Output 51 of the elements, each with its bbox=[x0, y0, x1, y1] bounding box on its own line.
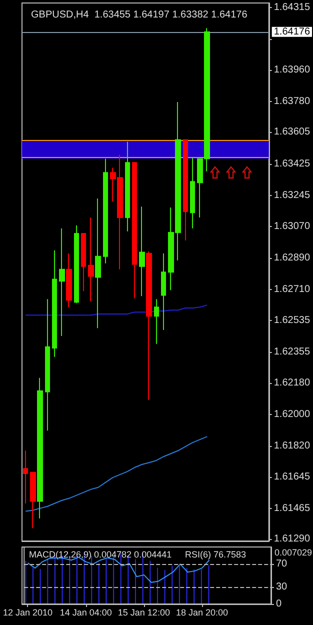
line-series bbox=[25, 436, 208, 512]
y-tick-label: 1.63425 bbox=[274, 158, 310, 170]
y-tick-label: 70 bbox=[276, 558, 288, 570]
y-tick-label: 1.62710 bbox=[274, 284, 310, 296]
candlestick bbox=[190, 157, 195, 229]
y-tick-label: 1.61645 bbox=[274, 471, 310, 482]
y-tick-label: 1.62890 bbox=[274, 252, 310, 264]
y-tick-label: 1.62180 bbox=[274, 377, 310, 388]
candlestick bbox=[45, 298, 50, 432]
candlestick bbox=[37, 377, 43, 519]
text: GBPUSD,H4 1.63455 1.64197 1.63382 1.64176 bbox=[31, 10, 248, 20]
y-tick-label: 1.63070 bbox=[274, 220, 310, 232]
candlestick bbox=[52, 250, 57, 358]
candlestick bbox=[30, 472, 36, 529]
x-tick-label: 18 Jan 20:00 bbox=[176, 608, 228, 618]
y-tick-label: 1.61290 bbox=[274, 534, 310, 545]
y-tick-label: 30 bbox=[276, 581, 288, 592]
chart-title: RSI(6) 76.7583 bbox=[185, 550, 246, 560]
y-tick-label: 1.61820 bbox=[274, 440, 310, 452]
candlestick bbox=[88, 216, 94, 302]
candlestick bbox=[66, 252, 72, 308]
x-tick-label: 12 Jan 2010 bbox=[2, 608, 53, 618]
candlestick bbox=[23, 450, 28, 504]
candlestick bbox=[74, 224, 79, 304]
line-series bbox=[25, 304, 208, 316]
text: 0.007029 bbox=[274, 548, 312, 558]
candlestick bbox=[154, 298, 159, 344]
y-tick-label: 1.64315 bbox=[274, 2, 310, 13]
y-tick-label: 1.62355 bbox=[274, 346, 310, 358]
chart-title: MACD(12,26,9) 0.004782 0.004441 bbox=[29, 550, 172, 560]
candlestick bbox=[125, 141, 130, 232]
candlestick bbox=[146, 250, 152, 400]
y-tick-label: 1.61465 bbox=[274, 502, 310, 514]
y-tick-label: 1.63245 bbox=[274, 190, 310, 202]
y-tick-label: 1.63960 bbox=[274, 64, 310, 76]
y-tick-label: 1.63605 bbox=[274, 126, 310, 138]
candlestick bbox=[81, 232, 86, 292]
y-tick-label: 1.63780 bbox=[274, 96, 310, 107]
y-tick-label: 1.62000 bbox=[274, 408, 310, 420]
candlestick bbox=[183, 139, 188, 241]
ref-line-label: 1.64176 bbox=[274, 26, 310, 38]
candlestick bbox=[103, 158, 108, 264]
x-tick-label: 15 Jan 12:00 bbox=[118, 608, 170, 618]
candlestick bbox=[132, 162, 137, 299]
candlestick bbox=[161, 252, 166, 331]
y-tick-label: 0 bbox=[276, 598, 282, 610]
candlestick bbox=[139, 206, 145, 297]
y-tick-label: 1.62535 bbox=[274, 314, 310, 326]
x-tick-label: 14 Jan 04:00 bbox=[60, 608, 112, 618]
candlestick bbox=[95, 198, 101, 329]
candlestick bbox=[59, 228, 65, 336]
